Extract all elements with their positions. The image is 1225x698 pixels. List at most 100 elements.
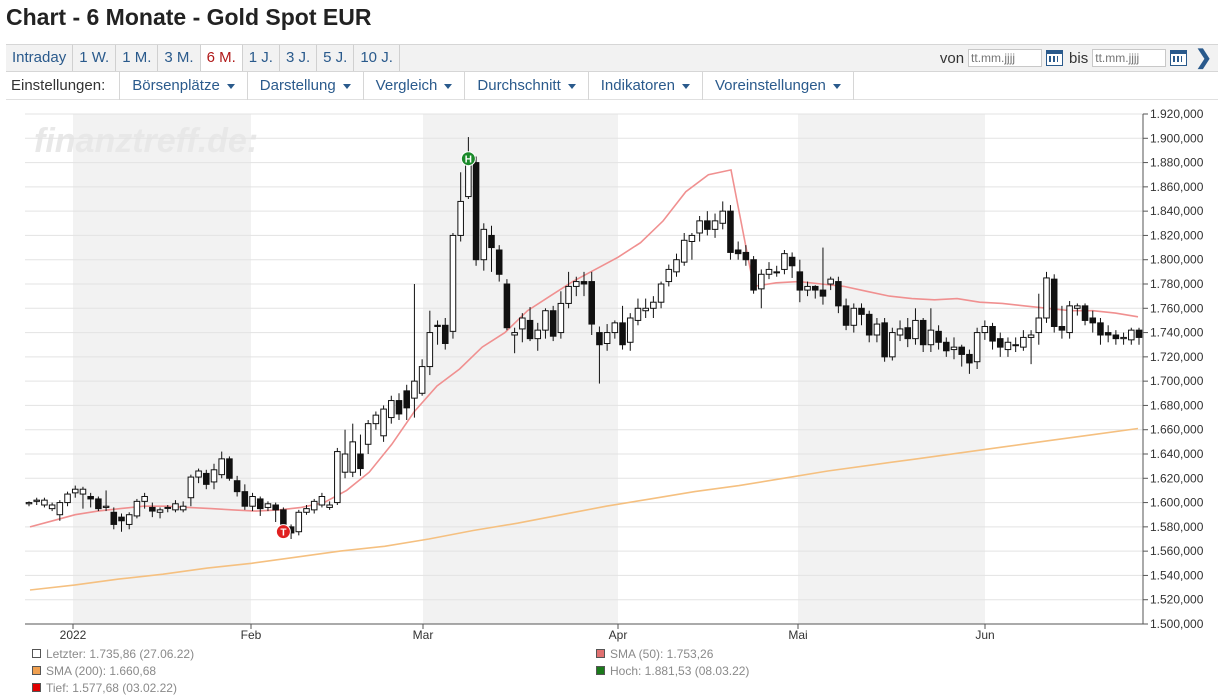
menu-label: Börsenplätze xyxy=(132,77,220,94)
candle-body xyxy=(596,332,603,346)
candle-body xyxy=(441,324,449,345)
candle-body xyxy=(1112,334,1120,340)
candle-body xyxy=(935,330,942,343)
candle-body xyxy=(272,504,279,511)
candle-body xyxy=(1012,344,1019,347)
candle-body xyxy=(734,249,742,255)
y-tick-label: 1.860,000 xyxy=(1150,180,1204,194)
menu-boersenplaetze[interactable]: Börsenplätze xyxy=(120,72,248,100)
candle-body xyxy=(1058,326,1066,331)
candle-body xyxy=(403,390,410,409)
candle-body xyxy=(1081,305,1089,321)
candle-body xyxy=(71,488,79,494)
month-band xyxy=(73,114,251,624)
candle-body xyxy=(611,322,619,334)
y-tick-label: 1.700,000 xyxy=(1150,374,1204,388)
legend-swatch xyxy=(32,683,41,692)
candle-body xyxy=(210,469,218,483)
candle-body xyxy=(1128,329,1135,341)
legend-swatch xyxy=(32,649,41,658)
candle-body xyxy=(256,498,264,510)
legend-label: Hoch: 1.881,53 (08.03.22) xyxy=(610,663,750,678)
x-tick-label: Jun xyxy=(975,628,994,642)
period-tab[interactable]: 6 M. xyxy=(200,45,243,71)
candle-body xyxy=(750,259,757,291)
period-tab[interactable]: 1 W. xyxy=(73,45,117,71)
caret-down-icon xyxy=(226,83,235,89)
menu-vergleich[interactable]: Vergleich xyxy=(364,72,466,100)
period-tab[interactable]: Intraday xyxy=(6,45,74,71)
candle-body xyxy=(696,220,703,234)
candle-body xyxy=(588,281,595,325)
to-date-input[interactable] xyxy=(1092,49,1167,67)
candle-body xyxy=(580,281,588,285)
candle-body xyxy=(372,414,380,425)
candle-body xyxy=(1050,278,1058,327)
y-tick-label: 1.760,000 xyxy=(1150,301,1204,315)
caret-down-icon xyxy=(681,83,690,89)
legend-label: Tief: 1.577,68 (03.02.22) xyxy=(46,680,177,695)
y-tick-label: 1.660,000 xyxy=(1150,423,1204,437)
candle-body xyxy=(156,509,164,513)
candle-body xyxy=(950,346,958,351)
candle-body xyxy=(1020,336,1027,348)
menu-voreinstellungen[interactable]: Voreinstellungen xyxy=(703,72,854,100)
menu-indikatoren[interactable]: Indikatoren xyxy=(589,72,703,100)
from-date-input[interactable] xyxy=(968,49,1043,67)
candle-body xyxy=(1097,322,1104,336)
menu-darstellung[interactable]: Darstellung xyxy=(248,72,364,100)
legend-item-low: Tief: 1.577,68 (03.02.22) xyxy=(32,679,177,696)
candle-body xyxy=(927,329,935,346)
candle-body xyxy=(904,327,912,340)
candle-body xyxy=(511,332,518,336)
candle-body xyxy=(704,220,711,230)
candle-body xyxy=(25,502,33,505)
candle-body xyxy=(943,341,950,352)
calendar-icon[interactable] xyxy=(1046,50,1064,66)
month-band xyxy=(798,114,985,624)
price-chart: finanztreff.de: 1.500,000 1.520,000 1.540,0… xyxy=(25,107,1204,642)
watermark: finanztreff.de: xyxy=(34,122,258,160)
candle-body xyxy=(1027,334,1035,338)
candle-body xyxy=(573,281,580,287)
chevron-right-icon[interactable]: ❯ xyxy=(1195,47,1212,69)
period-tab[interactable]: 1 M. xyxy=(116,45,159,71)
candle-body xyxy=(233,480,241,493)
candle-body xyxy=(549,310,557,337)
candle-body xyxy=(819,289,827,297)
y-tick-label: 1.580,000 xyxy=(1150,520,1204,534)
x-tick-label: Mai xyxy=(788,628,807,642)
sma200-line xyxy=(29,427,1139,591)
candle-body xyxy=(958,346,965,355)
y-tick-label: 1.500,000 xyxy=(1150,617,1204,631)
candle-body xyxy=(519,317,526,330)
candle-body xyxy=(881,322,888,358)
candle-body xyxy=(341,453,349,473)
candle-body xyxy=(472,162,480,261)
period-tab[interactable]: 1 J. xyxy=(243,45,280,71)
period-tab[interactable]: 5 J. xyxy=(317,45,355,71)
candle-body xyxy=(796,271,804,291)
period-tab[interactable]: 3 M. xyxy=(158,45,201,71)
candle-body xyxy=(889,332,896,358)
candle-body xyxy=(534,329,542,340)
candle-body xyxy=(195,470,202,478)
candle-body xyxy=(218,458,225,476)
candle-body xyxy=(179,505,187,511)
calendar-icon[interactable] xyxy=(1170,50,1188,66)
to-label: bis xyxy=(1069,49,1089,67)
candle-body xyxy=(141,496,148,502)
page-title: Chart - 6 Monate - Gold Spot EUR xyxy=(6,4,372,30)
x-tick-label: Apr xyxy=(609,628,628,642)
caret-down-icon xyxy=(444,83,453,89)
period-tab[interactable]: 3 J. xyxy=(280,45,318,71)
candle-body xyxy=(318,496,326,506)
x-tick-label: 2022 xyxy=(60,628,87,642)
candle-body xyxy=(310,500,318,511)
x-tick-label: Mar xyxy=(413,628,434,642)
candle-body xyxy=(503,283,511,329)
candle-body xyxy=(426,332,434,368)
period-tab[interactable]: 10 J. xyxy=(354,45,400,71)
menu-label: Indikatoren xyxy=(600,77,675,94)
menu-durchschnitt[interactable]: Durchschnitt xyxy=(465,72,589,100)
